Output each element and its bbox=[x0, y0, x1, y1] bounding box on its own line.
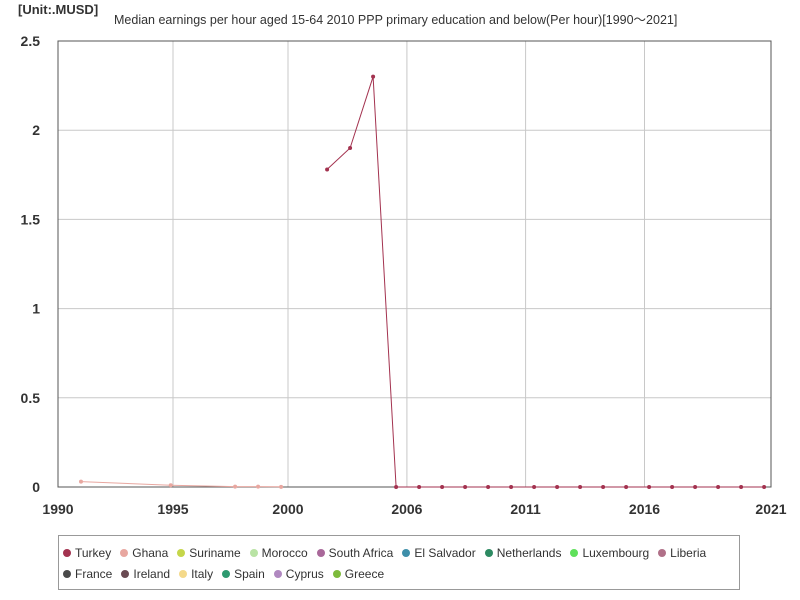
legend-marker-el-salvador bbox=[402, 548, 411, 557]
chart-title: Median earnings per hour aged 15-64 2010… bbox=[114, 13, 678, 27]
data-point-turkey bbox=[555, 485, 560, 489]
legend-items: Turkey Ghana Suriname Morocco South Africa El… bbox=[63, 542, 733, 584]
x-tick-label: 2000 bbox=[272, 501, 303, 517]
data-point-turkey bbox=[624, 485, 629, 489]
legend-marker-morocco bbox=[249, 548, 258, 557]
data-point-turkey bbox=[486, 485, 491, 489]
legend-item-turkey: Turkey bbox=[63, 542, 111, 563]
y-tick-label: 1.5 bbox=[21, 211, 41, 227]
chart-legend: Turkey Ghana Suriname Morocco South Africa El… bbox=[58, 535, 740, 590]
legend-label-liberia: Liberia bbox=[670, 545, 707, 560]
legend-item-greece: Greece bbox=[332, 563, 385, 584]
y-tick-label: 0.5 bbox=[21, 390, 41, 406]
data-point-ghana bbox=[168, 483, 173, 488]
legend-label-cyprus: Cyprus bbox=[285, 566, 324, 581]
legend-item-suriname: Suriname bbox=[177, 542, 241, 563]
legend-marker-luxembourg bbox=[570, 548, 579, 557]
data-point-turkey bbox=[325, 167, 330, 172]
legend-label-ghana: Ghana bbox=[132, 545, 169, 560]
legend-item-liberia: Liberia bbox=[658, 542, 706, 563]
data-point-ghana bbox=[256, 484, 261, 489]
data-point-turkey bbox=[348, 146, 353, 151]
chart-area: 1990 1995 2000 2006 2011 2016 2021 0 0.5 1 1.5 2 2.5 bbox=[21, 33, 787, 517]
legend-label-greece: Greece bbox=[344, 566, 385, 581]
x-tick-label: 2021 bbox=[755, 501, 786, 517]
legend-item-morocco: Morocco bbox=[249, 542, 308, 563]
x-tick-label: 2006 bbox=[391, 501, 422, 517]
data-point-turkey bbox=[394, 485, 399, 489]
legend-marker-france bbox=[63, 569, 71, 578]
data-point-ghana bbox=[233, 484, 238, 489]
data-point-turkey bbox=[762, 485, 767, 489]
data-point-turkey bbox=[509, 485, 514, 489]
legend-item-el-salvador: El Salvador bbox=[402, 542, 476, 563]
data-point-turkey bbox=[578, 485, 583, 489]
data-point-turkey bbox=[440, 485, 445, 489]
legend-label-france: France bbox=[75, 566, 113, 581]
y-tick-label: 2.5 bbox=[21, 33, 41, 49]
legend-marker-ireland bbox=[121, 569, 130, 578]
legend-marker-south-africa bbox=[316, 548, 325, 557]
y-tick-label: 2 bbox=[32, 122, 40, 138]
legend-marker-suriname bbox=[177, 548, 186, 557]
x-tick-label: 1995 bbox=[157, 501, 188, 517]
x-tick-label: 2016 bbox=[629, 501, 660, 517]
plot-background bbox=[58, 41, 771, 487]
legend-label-south-africa: South Africa bbox=[328, 545, 394, 560]
data-point-turkey bbox=[463, 485, 468, 489]
legend-item-ghana: Ghana bbox=[120, 542, 168, 563]
legend-label-morocco: Morocco bbox=[261, 545, 308, 560]
series-line-turkey bbox=[326, 76, 765, 488]
data-point-turkey bbox=[670, 485, 675, 489]
data-point-turkey bbox=[601, 485, 606, 489]
data-point-turkey bbox=[647, 485, 652, 489]
legend-label-spain: Spain bbox=[234, 566, 265, 581]
legend-item-italy: Italy bbox=[179, 563, 213, 584]
legend-label-suriname: Suriname bbox=[189, 545, 241, 560]
y-tick-label: 0 bbox=[32, 479, 40, 495]
legend-label-el-salvador: El Salvador bbox=[414, 545, 476, 560]
legend-label-italy: Italy bbox=[191, 566, 214, 581]
data-point-ghana bbox=[279, 484, 284, 489]
data-point-turkey bbox=[371, 74, 376, 79]
unit-label: [Unit:.MUSD] bbox=[18, 2, 99, 17]
legend-marker-netherlands bbox=[484, 548, 493, 557]
legend-item-ireland: Ireland bbox=[121, 563, 170, 584]
y-tick-label: 1 bbox=[32, 301, 40, 317]
x-tick-label: 2011 bbox=[510, 501, 541, 517]
legend-item-south-africa: South Africa bbox=[316, 542, 394, 563]
data-point-turkey bbox=[739, 485, 744, 489]
data-point-turkey bbox=[532, 485, 537, 489]
legend-marker-italy bbox=[179, 569, 188, 578]
legend-marker-greece bbox=[332, 569, 341, 578]
legend-item-spain: Spain bbox=[222, 563, 265, 584]
legend-label-netherlands: Netherlands bbox=[496, 545, 562, 560]
legend-item-netherlands: Netherlands bbox=[484, 542, 562, 563]
data-point-turkey bbox=[693, 485, 698, 489]
legend-marker-liberia bbox=[658, 548, 667, 557]
legend-label-luxembourg: Luxembourg bbox=[582, 545, 650, 560]
legend-item-france: France bbox=[63, 563, 112, 584]
legend-marker-turkey bbox=[63, 548, 71, 557]
data-point-turkey bbox=[716, 485, 721, 489]
legend-label-ireland: Ireland bbox=[133, 566, 171, 581]
x-tick-label: 1990 bbox=[42, 501, 73, 517]
legend-marker-ghana bbox=[120, 548, 129, 557]
legend-item-luxembourg: Luxembourg bbox=[570, 542, 649, 563]
legend-label-turkey: Turkey bbox=[75, 545, 112, 560]
data-point-turkey bbox=[417, 485, 422, 489]
legend-item-cyprus: Cyprus bbox=[273, 563, 324, 584]
legend-marker-cyprus bbox=[273, 569, 282, 578]
legend-marker-spain bbox=[222, 569, 231, 578]
data-point-ghana bbox=[79, 479, 83, 484]
